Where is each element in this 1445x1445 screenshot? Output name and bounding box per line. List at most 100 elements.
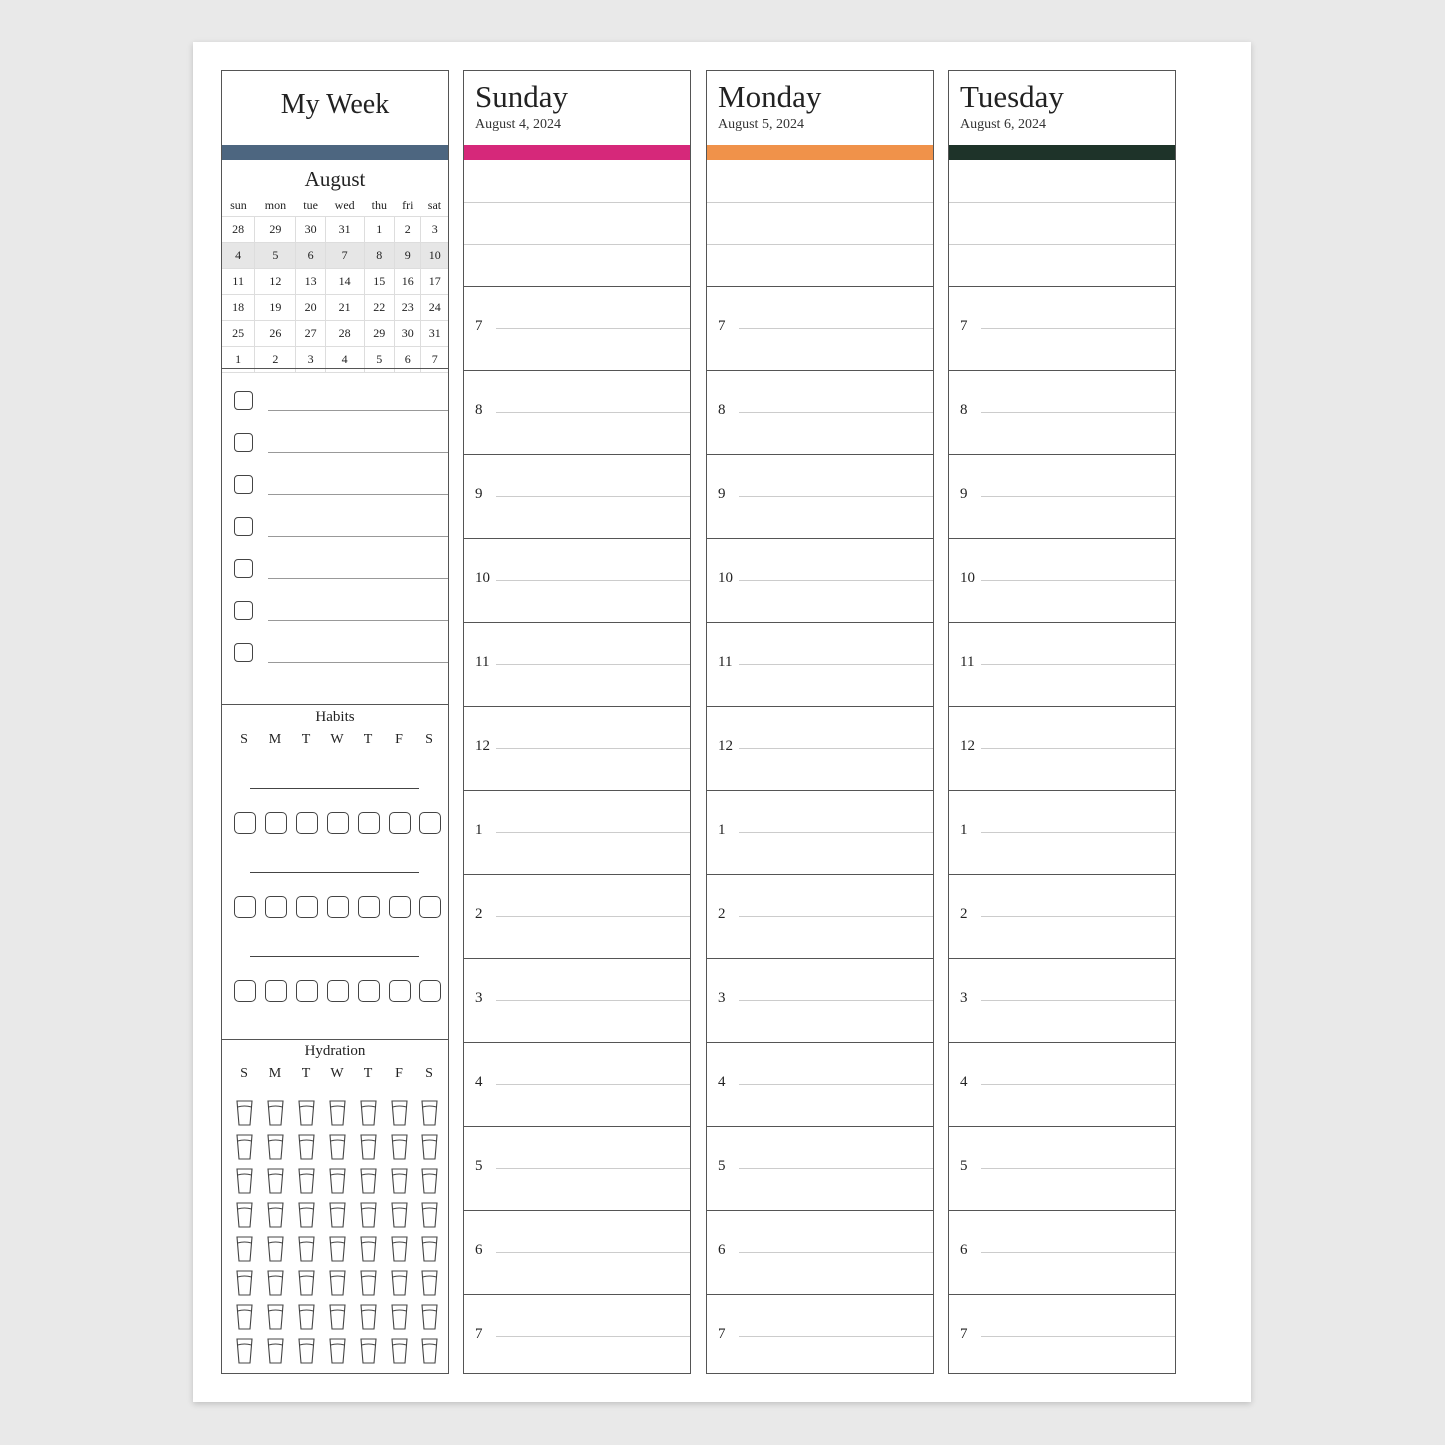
- note-line[interactable]: [464, 202, 690, 203]
- habit-checkbox[interactable]: [419, 896, 441, 918]
- calendar-day[interactable]: 13: [295, 268, 326, 295]
- water-glass-icon[interactable]: [329, 1304, 346, 1330]
- water-glass-icon[interactable]: [298, 1134, 315, 1160]
- water-glass-icon[interactable]: [421, 1270, 438, 1296]
- calendar-day[interactable]: 18: [222, 294, 256, 321]
- water-glass-icon[interactable]: [329, 1100, 346, 1126]
- water-glass-icon[interactable]: [360, 1236, 377, 1262]
- note-line[interactable]: [949, 244, 1175, 245]
- water-glass-icon[interactable]: [267, 1304, 284, 1330]
- water-glass-icon[interactable]: [236, 1168, 253, 1194]
- note-line[interactable]: [949, 202, 1175, 203]
- calendar-day[interactable]: 4: [222, 242, 256, 269]
- habit-checkbox[interactable]: [327, 896, 349, 918]
- hour-line[interactable]: [981, 1252, 1175, 1253]
- habit-checkbox[interactable]: [358, 896, 380, 918]
- water-glass-icon[interactable]: [267, 1202, 284, 1228]
- note-line[interactable]: [707, 244, 933, 245]
- checklist-line[interactable]: [268, 662, 448, 663]
- calendar-day[interactable]: 23: [394, 294, 422, 321]
- hour-line[interactable]: [739, 664, 933, 665]
- water-glass-icon[interactable]: [421, 1100, 438, 1126]
- hour-line[interactable]: [981, 1336, 1175, 1337]
- water-glass-icon[interactable]: [421, 1202, 438, 1228]
- water-glass-icon[interactable]: [421, 1236, 438, 1262]
- hour-line[interactable]: [496, 1168, 690, 1169]
- habit-checkbox[interactable]: [419, 812, 441, 834]
- habit-checkbox[interactable]: [358, 980, 380, 1002]
- water-glass-icon[interactable]: [360, 1134, 377, 1160]
- calendar-day[interactable]: 29: [254, 216, 297, 243]
- water-glass-icon[interactable]: [236, 1338, 253, 1364]
- calendar-day[interactable]: 27: [295, 320, 326, 347]
- checkbox[interactable]: [234, 517, 253, 536]
- calendar-day[interactable]: 14: [325, 268, 365, 295]
- checklist-line[interactable]: [268, 410, 448, 411]
- water-glass-icon[interactable]: [329, 1338, 346, 1364]
- habit-checkbox[interactable]: [265, 896, 287, 918]
- hour-line[interactable]: [981, 832, 1175, 833]
- calendar-day[interactable]: 29: [364, 320, 396, 347]
- checklist-line[interactable]: [268, 536, 448, 537]
- hour-line[interactable]: [496, 832, 690, 833]
- water-glass-icon[interactable]: [236, 1134, 253, 1160]
- checkbox[interactable]: [234, 475, 253, 494]
- calendar-day[interactable]: 26: [254, 320, 297, 347]
- water-glass-icon[interactable]: [391, 1304, 408, 1330]
- water-glass-icon[interactable]: [421, 1134, 438, 1160]
- habit-checkbox[interactable]: [234, 812, 256, 834]
- water-glass-icon[interactable]: [236, 1236, 253, 1262]
- habit-checkbox[interactable]: [419, 980, 441, 1002]
- hour-line[interactable]: [739, 1000, 933, 1001]
- calendar-day[interactable]: 15: [364, 268, 396, 295]
- hour-line[interactable]: [981, 496, 1175, 497]
- habit-checkbox[interactable]: [358, 812, 380, 834]
- habit-checkbox[interactable]: [327, 812, 349, 834]
- hour-line[interactable]: [739, 412, 933, 413]
- calendar-day[interactable]: 24: [420, 294, 448, 321]
- calendar-day[interactable]: 28: [325, 320, 365, 347]
- habit-name-line[interactable]: [250, 788, 419, 789]
- calendar-day[interactable]: 5: [254, 242, 297, 269]
- hour-line[interactable]: [496, 1000, 690, 1001]
- checkbox[interactable]: [234, 643, 253, 662]
- checklist-line[interactable]: [268, 452, 448, 453]
- calendar-day[interactable]: 28: [222, 216, 256, 243]
- hour-line[interactable]: [496, 1252, 690, 1253]
- water-glass-icon[interactable]: [360, 1270, 377, 1296]
- calendar-day[interactable]: 20: [295, 294, 326, 321]
- water-glass-icon[interactable]: [267, 1270, 284, 1296]
- habit-checkbox[interactable]: [296, 980, 318, 1002]
- hour-line[interactable]: [981, 412, 1175, 413]
- water-glass-icon[interactable]: [391, 1134, 408, 1160]
- water-glass-icon[interactable]: [360, 1338, 377, 1364]
- hour-line[interactable]: [496, 580, 690, 581]
- water-glass-icon[interactable]: [360, 1168, 377, 1194]
- calendar-day[interactable]: 30: [295, 216, 326, 243]
- habit-checkbox[interactable]: [389, 812, 411, 834]
- calendar-day[interactable]: 17: [420, 268, 448, 295]
- water-glass-icon[interactable]: [298, 1100, 315, 1126]
- water-glass-icon[interactable]: [298, 1338, 315, 1364]
- note-line[interactable]: [707, 202, 933, 203]
- calendar-day[interactable]: 12: [254, 268, 297, 295]
- water-glass-icon[interactable]: [421, 1304, 438, 1330]
- hour-line[interactable]: [981, 1168, 1175, 1169]
- calendar-day[interactable]: 22: [364, 294, 396, 321]
- checkbox[interactable]: [234, 601, 253, 620]
- hour-line[interactable]: [981, 1084, 1175, 1085]
- water-glass-icon[interactable]: [421, 1168, 438, 1194]
- water-glass-icon[interactable]: [360, 1100, 377, 1126]
- calendar-day[interactable]: 6: [295, 242, 326, 269]
- water-glass-icon[interactable]: [298, 1270, 315, 1296]
- hour-line[interactable]: [739, 832, 933, 833]
- water-glass-icon[interactable]: [298, 1168, 315, 1194]
- water-glass-icon[interactable]: [329, 1134, 346, 1160]
- hour-line[interactable]: [496, 328, 690, 329]
- water-glass-icon[interactable]: [267, 1338, 284, 1364]
- habit-checkbox[interactable]: [265, 980, 287, 1002]
- water-glass-icon[interactable]: [236, 1304, 253, 1330]
- habit-checkbox[interactable]: [296, 812, 318, 834]
- checkbox[interactable]: [234, 433, 253, 452]
- water-glass-icon[interactable]: [421, 1338, 438, 1364]
